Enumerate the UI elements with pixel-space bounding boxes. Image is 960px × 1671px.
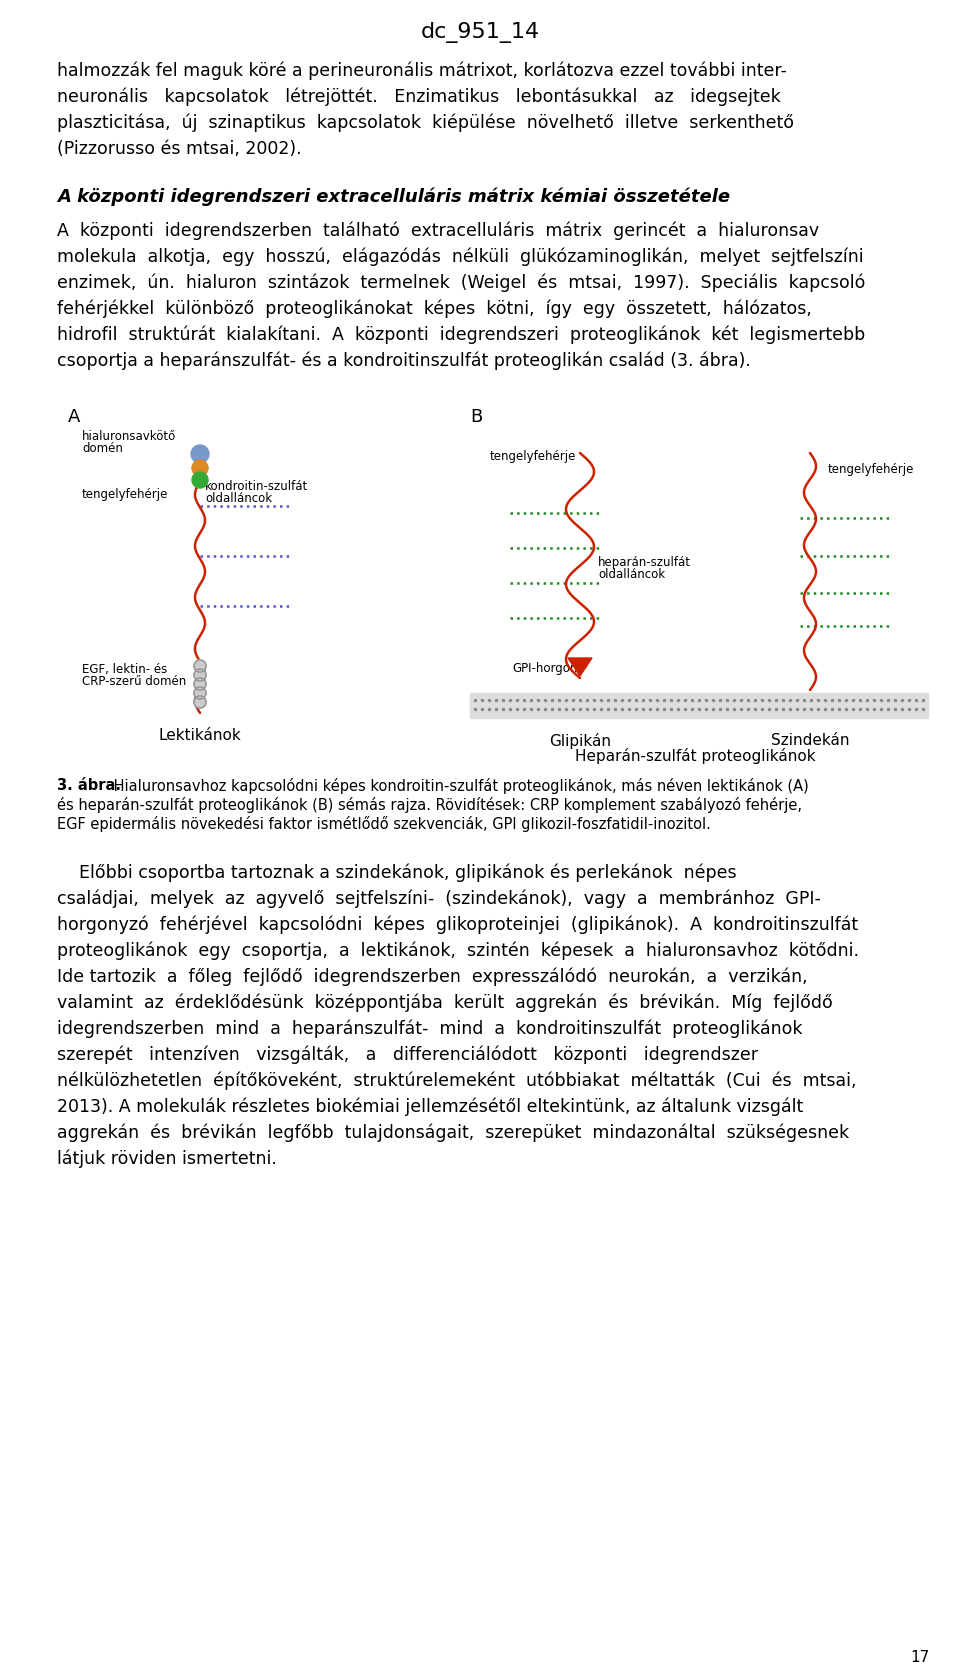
Circle shape [194, 660, 206, 672]
Text: aggrekán  és  brévikán  legfőbb  tulajdonságait,  szerepüket  mindazonáltal  szü: aggrekán és brévikán legfőbb tulajdonság… [57, 1123, 850, 1141]
Text: molekula  alkotja,  egy  hosszú,  elágazódás  nélküli  glükózaminoglikán,  melye: molekula alkotja, egy hosszú, elágazódás… [57, 247, 864, 266]
Text: oldalláncok: oldalláncok [205, 491, 272, 505]
Text: A  központi  idegrendszerben  található  extracelluláris  mátrix  gerincét  a  h: A központi idegrendszerben található ext… [57, 222, 819, 241]
Circle shape [192, 471, 208, 488]
Text: EGF, lektin- és: EGF, lektin- és [82, 663, 167, 677]
Text: dc_951_14: dc_951_14 [420, 22, 540, 43]
Text: nélkülözhetetlen  építőköveként,  struktúrelemeként  utóbbiakat  méltatták  (Cui: nélkülözhetetlen építőköveként, struktúr… [57, 1071, 856, 1089]
Text: szerepét   intenzíven   vizsgálták,   a   differenciálódott   központi   idegren: szerepét intenzíven vizsgálták, a differ… [57, 1044, 758, 1063]
Text: hialuronsavkötő: hialuronsavkötő [82, 429, 177, 443]
Text: és heparán-szulfát proteoglikánok (B) sémás rajza. Rövidítések: CRP komplement s: és heparán-szulfát proteoglikánok (B) sé… [57, 797, 802, 814]
Text: plaszticitása,  új  szinaptikus  kapcsolatok  kiépülése  növelhető  illetve  ser: plaszticitása, új szinaptikus kapcsolato… [57, 114, 794, 132]
Text: (Pizzorusso és mtsai, 2002).: (Pizzorusso és mtsai, 2002). [57, 140, 301, 159]
Circle shape [194, 687, 206, 698]
Text: tengelyfehérje: tengelyfehérje [828, 463, 914, 476]
Text: Hialuronsavhoz kapcsolódni képes kondroitin-szulfát proteoglikánok, más néven le: Hialuronsavhoz kapcsolódni képes kondroi… [109, 779, 808, 794]
Text: enzimek,  ún.  hialuron  szintázok  termelnek  (Weigel  és  mtsai,  1997).  Spec: enzimek, ún. hialuron szintázok termelne… [57, 274, 865, 292]
Text: 2013). A molekulák részletes biokémiai jellemzésétől eltekintünk, az általunk vi: 2013). A molekulák részletes biokémiai j… [57, 1096, 804, 1116]
Text: Glipikán: Glipikán [549, 734, 611, 749]
Text: heparán-szulfát: heparán-szulfát [598, 556, 691, 570]
Text: CRP-szerű domén: CRP-szerű domén [82, 675, 186, 688]
Text: csoportja a heparánszulfát- és a kondroitinszulfát proteoglikán család (3. ábra): csoportja a heparánszulfát- és a kondroi… [57, 353, 751, 371]
Text: Ide tartozik  a  főleg  fejlődő  idegrendszerben  expresszálódó  neurokán,  a  v: Ide tartozik a főleg fejlődő idegrendsze… [57, 968, 807, 986]
Text: GPI-horgony: GPI-horgony [512, 662, 585, 675]
Text: Előbbi csoportba tartoznak a szindekánok, glipikánok és perlekánok  népes: Előbbi csoportba tartoznak a szindekánok… [57, 862, 736, 882]
Text: 17: 17 [911, 1649, 930, 1664]
Text: 3. ábra.: 3. ábra. [57, 779, 121, 794]
Text: Heparán-szulfát proteoglikánok: Heparán-szulfát proteoglikánok [575, 749, 815, 764]
Circle shape [191, 444, 209, 463]
Text: A: A [68, 408, 81, 426]
Text: családjai,  melyek  az  agyvelő  sejtfelszíni-  (szindekánok),  vagy  a  membrán: családjai, melyek az agyvelő sejtfelszín… [57, 889, 821, 907]
Text: kondroitin-szulfát: kondroitin-szulfát [205, 480, 308, 493]
Text: EGF epidermális növekedési faktor ismétlődő szekvenciák, GPI glikozil-foszfatidi: EGF epidermális növekedési faktor ismétl… [57, 815, 710, 832]
Text: idegrendszerben  mind  a  heparánszulfát-  mind  a  kondroitinszulfát  proteogli: idegrendszerben mind a heparánszulfát- m… [57, 1019, 803, 1038]
Text: hidrofil  struktúrát  kialakítani.  A  központi  idegrendszeri  proteoglikánok  : hidrofil struktúrát kialakítani. A közpo… [57, 326, 865, 344]
Text: oldalláncok: oldalláncok [598, 568, 665, 582]
Text: tengelyfehérje: tengelyfehérje [82, 488, 168, 501]
Text: neuronális   kapcsolatok   létrejöttét.   Enzimatikus   lebontásukkal   az   ide: neuronális kapcsolatok létrejöttét. Enzi… [57, 89, 780, 107]
Text: tengelyfehérje: tengelyfehérje [490, 449, 576, 463]
Text: B: B [470, 408, 482, 426]
Text: halmozzák fel maguk köré a perineuronális mátrixot, korlátozva ezzel további int: halmozzák fel maguk köré a perineuronáli… [57, 62, 787, 80]
Text: Lektikánok: Lektikánok [158, 729, 241, 744]
Text: horgonyzó  fehérjével  kapcsolódni  képes  glikoproteinjei  (glipikánok).  A  ko: horgonyzó fehérjével kapcsolódni képes g… [57, 916, 858, 934]
Bar [470, 693, 928, 719]
Text: látjuk röviden ismertetni.: látjuk röviden ismertetni. [57, 1150, 276, 1168]
Polygon shape [568, 658, 592, 677]
Circle shape [194, 697, 206, 709]
Circle shape [192, 460, 208, 476]
Text: A központi idegrendszeri extracelluláris mátrix kémiai összetétele: A központi idegrendszeri extracelluláris… [57, 189, 731, 207]
Text: domén: domén [82, 443, 123, 455]
Circle shape [194, 678, 206, 690]
Text: proteoglikánok  egy  csoportja,  a  lektikánok,  szintén  képesek  a  hialuronsa: proteoglikánok egy csoportja, a lektikán… [57, 941, 859, 959]
Text: valamint  az  érdeklődésünk  középpontjába  került  aggrekán  és  brévikán.  Míg: valamint az érdeklődésünk középpontjába … [57, 993, 832, 1011]
Text: fehérjékkel  különböző  proteoglikánokat  képes  kötni,  így  egy  összetett,  h: fehérjékkel különböző proteoglikánokat k… [57, 301, 812, 319]
Circle shape [194, 668, 206, 682]
Text: Szindekán: Szindekán [771, 734, 850, 749]
